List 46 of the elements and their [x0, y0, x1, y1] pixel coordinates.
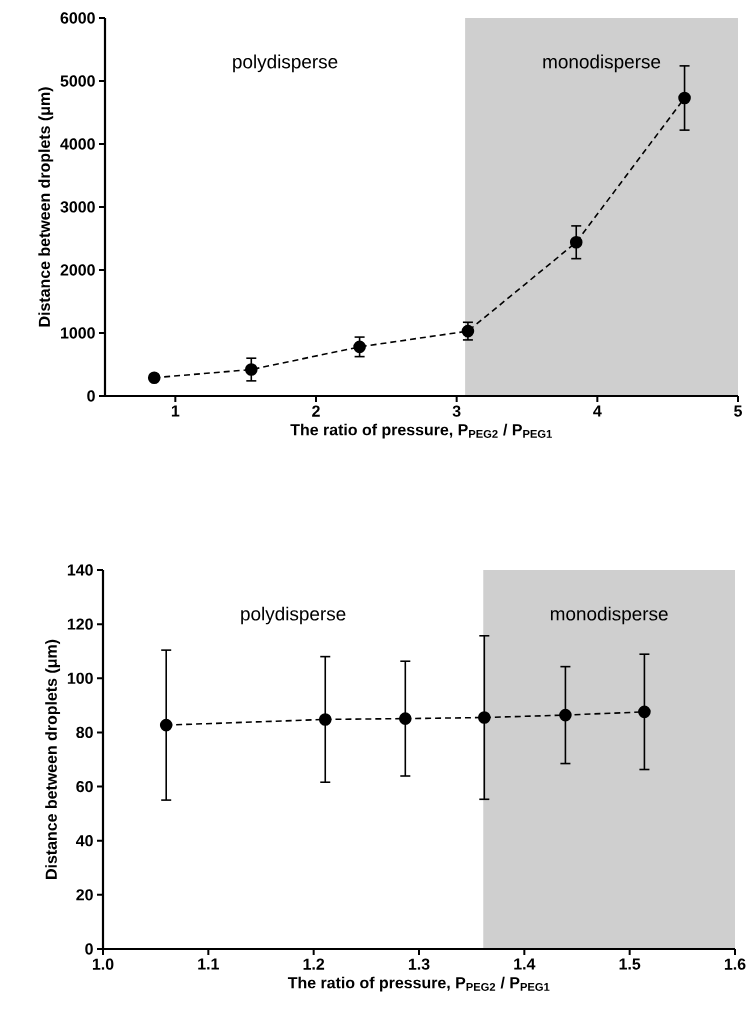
y-tick-label: 3000	[60, 201, 95, 213]
y-tick-label: 2000	[60, 264, 95, 276]
y-axis-title: Distance between droplets (μm)	[38, 87, 54, 327]
x-tick-label: 1.2	[303, 958, 325, 970]
y-tick-label: 0	[87, 390, 95, 402]
band-label: monodisperse	[543, 54, 661, 73]
point	[353, 340, 366, 354]
y-tick-label: 140	[67, 564, 93, 576]
y-tick-label: 0	[85, 943, 93, 955]
x-tick-label: 1	[171, 405, 180, 417]
point	[159, 718, 173, 732]
x-tick-label: 3	[452, 405, 461, 417]
y-tick-label: 20	[76, 889, 93, 901]
x-tick-label: 1.4	[514, 958, 536, 970]
y-tick-label: 100	[67, 672, 93, 684]
x-axis-title: The ratio of pressure, P$_{PEG2}$ / P$_{PEG1}$	[290, 423, 552, 439]
band-label: monodisperse	[550, 606, 668, 625]
x-tick-label: 1.1	[198, 958, 219, 970]
x-tick-label: 2	[312, 405, 320, 417]
y-tick-label: 40	[75, 835, 93, 847]
x-tick-label: 1.0	[92, 958, 114, 970]
x-tick-label: 1.5	[619, 958, 641, 970]
point	[318, 713, 332, 726]
y-tick-label: 120	[67, 618, 93, 630]
annotation: polydisperse	[241, 606, 346, 625]
point	[478, 711, 491, 724]
x-tick-label: 5	[734, 405, 742, 417]
point	[678, 91, 691, 105]
x-tick-label: 1.3	[408, 958, 430, 970]
y-tick-label: 5000	[60, 75, 95, 87]
x-axis-title: The ratio of pressure, P$_{PEG2}$ / P$_{PEG1}$	[287, 976, 550, 992]
x-tick-label: 4	[593, 405, 602, 417]
y-tick-label: 4000	[60, 138, 95, 150]
point	[559, 708, 572, 722]
y-axis-title: Distance between droplets (μm)	[45, 639, 61, 879]
y-tick-label: 60	[76, 780, 93, 793]
y-tick-label: 1000	[61, 327, 95, 339]
point	[569, 235, 583, 249]
x-tick-label: 1.6	[724, 958, 746, 970]
y-tick-label: 80	[76, 726, 93, 739]
point	[245, 363, 258, 376]
point	[147, 371, 161, 385]
point	[399, 712, 412, 725]
point	[638, 705, 651, 719]
y-tick-label: 6000	[60, 12, 95, 24]
annotation: polydisperse	[233, 54, 338, 73]
